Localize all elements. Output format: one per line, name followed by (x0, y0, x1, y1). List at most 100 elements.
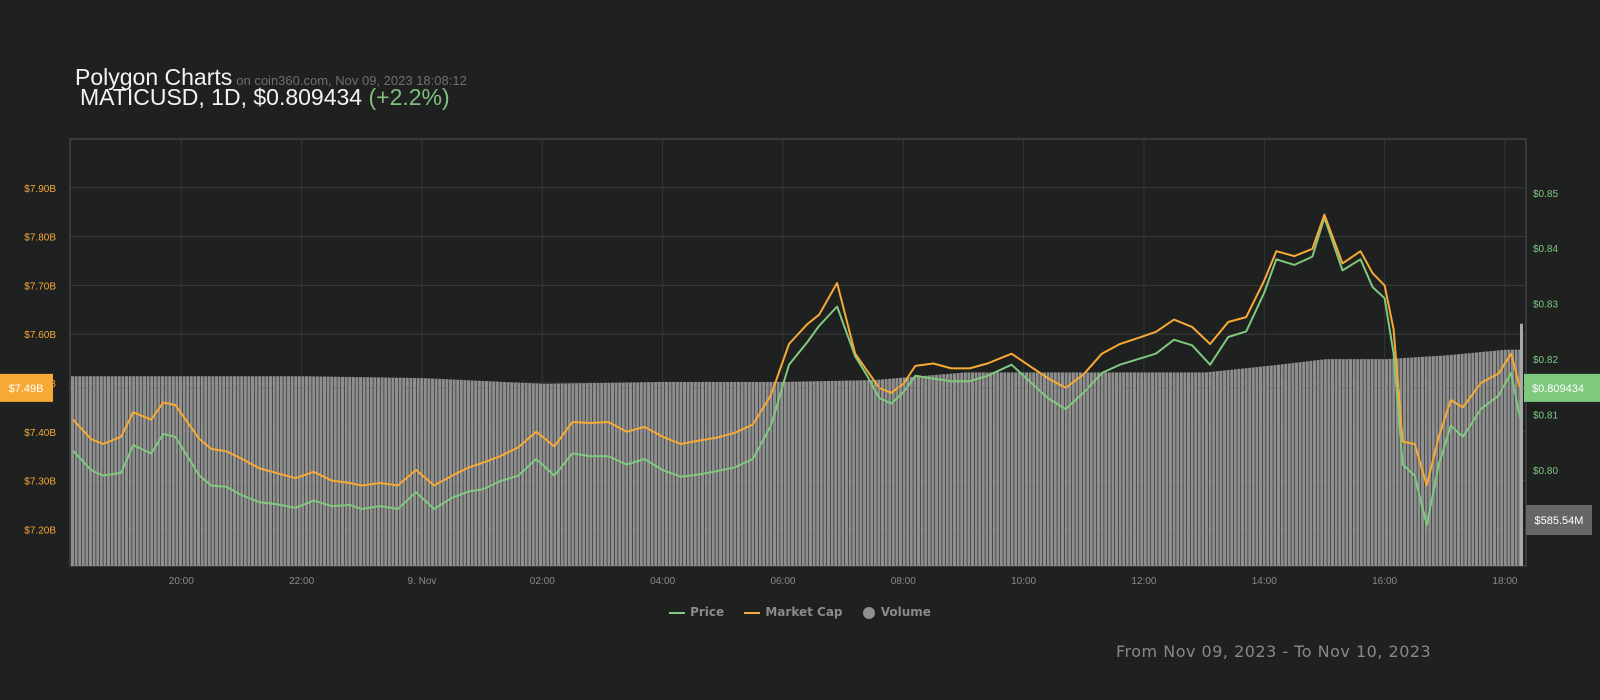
volume-bar (1089, 372, 1093, 566)
volume-bar (819, 381, 823, 566)
volume-bar (848, 380, 852, 566)
volume-bar (679, 381, 683, 566)
volume-bar (1341, 359, 1345, 566)
volume-bar (1399, 358, 1403, 566)
volume-bar (863, 380, 866, 566)
volume-bar (125, 376, 128, 566)
volume-bar (81, 376, 85, 566)
volume-bar (1093, 372, 1097, 566)
volume-bar (794, 381, 798, 566)
volume-bar (146, 376, 150, 566)
volume-bar (503, 381, 506, 566)
volume-bar (1478, 352, 1482, 566)
legend-item-price[interactable]: Price (669, 605, 724, 619)
volume-bar (845, 380, 848, 566)
volume-bar (1237, 368, 1241, 566)
volume-bar (1046, 372, 1050, 566)
volume-bar (607, 382, 611, 566)
volume-bar (1424, 356, 1428, 566)
legend-item-market-cap[interactable]: Market Cap (744, 605, 843, 619)
volume-bar (1169, 372, 1172, 566)
volume-bar (449, 379, 452, 566)
volume-bar (193, 376, 197, 566)
volume-bar (492, 381, 496, 566)
volume-bar (938, 374, 942, 566)
volume-bar (549, 383, 553, 566)
right-axis-tick-label: $0.80 (1533, 466, 1558, 477)
volume-bar (1475, 352, 1478, 566)
legend: Price Market Cap Volume (0, 605, 1600, 619)
volume-bar (1025, 372, 1028, 566)
volume-bar (348, 376, 352, 566)
legend-item-volume[interactable]: Volume (862, 605, 931, 619)
volume-bar (1453, 354, 1457, 566)
volume-bar (1255, 367, 1259, 566)
volume-bar (999, 372, 1003, 566)
volume-bar (1050, 372, 1054, 566)
volume-bar (132, 376, 136, 566)
volume-bar (931, 375, 935, 566)
volume-bar (675, 381, 679, 566)
volume-bar (956, 373, 960, 566)
volume-bar (884, 379, 888, 566)
volume-bar (722, 381, 726, 566)
volume-bar (873, 379, 877, 566)
volume-bar (351, 377, 355, 566)
volume-bar (290, 376, 294, 566)
volume-bar (733, 381, 737, 566)
volume-bar (1457, 354, 1460, 566)
volume-bar (1410, 357, 1414, 566)
volume-bar (585, 383, 589, 566)
volume-bar (827, 380, 830, 566)
volume-bar (528, 383, 532, 566)
price-series-line (72, 216, 1521, 527)
volume-bar (427, 378, 431, 566)
volume-bar (1154, 372, 1158, 566)
volume-bar (258, 376, 262, 566)
volume-bar (1244, 368, 1248, 566)
right-axis-tick-label: $0.85 (1533, 189, 1558, 200)
volume-bar (974, 372, 978, 566)
volume-bar (1305, 361, 1309, 566)
volume-bar (74, 376, 78, 566)
volume-bar (211, 376, 215, 566)
volume-bar (1086, 372, 1090, 566)
volume-bar (881, 379, 884, 566)
volume-bar (906, 377, 910, 566)
volume-bar (1223, 370, 1226, 566)
volume-bar (654, 382, 658, 566)
volume-current-label: $585.54M (1535, 515, 1584, 527)
volume-bar (369, 377, 373, 566)
volume-bar (510, 382, 514, 566)
volume-bar (1187, 372, 1190, 566)
volume-bar (1082, 372, 1086, 566)
legend-label-market-cap: Market Cap (765, 605, 843, 619)
volume-bar (989, 372, 992, 566)
volume-bar (1392, 358, 1396, 566)
right-axis-tick-label: $0.84 (1533, 244, 1558, 255)
volume-bar (229, 376, 233, 566)
volume-bar (1464, 353, 1468, 566)
volume-bar (157, 376, 161, 566)
volume-bar (1309, 360, 1313, 566)
volume-bar (150, 376, 154, 566)
volume-bar (301, 376, 305, 566)
volume-bar (1079, 372, 1082, 566)
chart-subtitle-block: MATICUSD, 1D, $0.809434 (+2.2%) (80, 84, 450, 111)
x-axis-tick-label: 20:00 (169, 576, 194, 587)
volume-bar (762, 381, 766, 566)
volume-bar (524, 382, 528, 566)
volume-bar (575, 383, 578, 566)
volume-bar (1201, 372, 1205, 566)
volume-bar (809, 381, 812, 566)
volume-bar (600, 382, 604, 566)
volume-bar (567, 383, 571, 566)
volume-bar (1014, 372, 1018, 566)
volume-bar (1219, 370, 1223, 566)
volume-bar (1507, 349, 1511, 566)
volume-bar (978, 372, 982, 566)
volume-bar (1241, 368, 1244, 566)
price-change: (+2.2%) (368, 84, 450, 110)
volume-bar (110, 376, 114, 566)
